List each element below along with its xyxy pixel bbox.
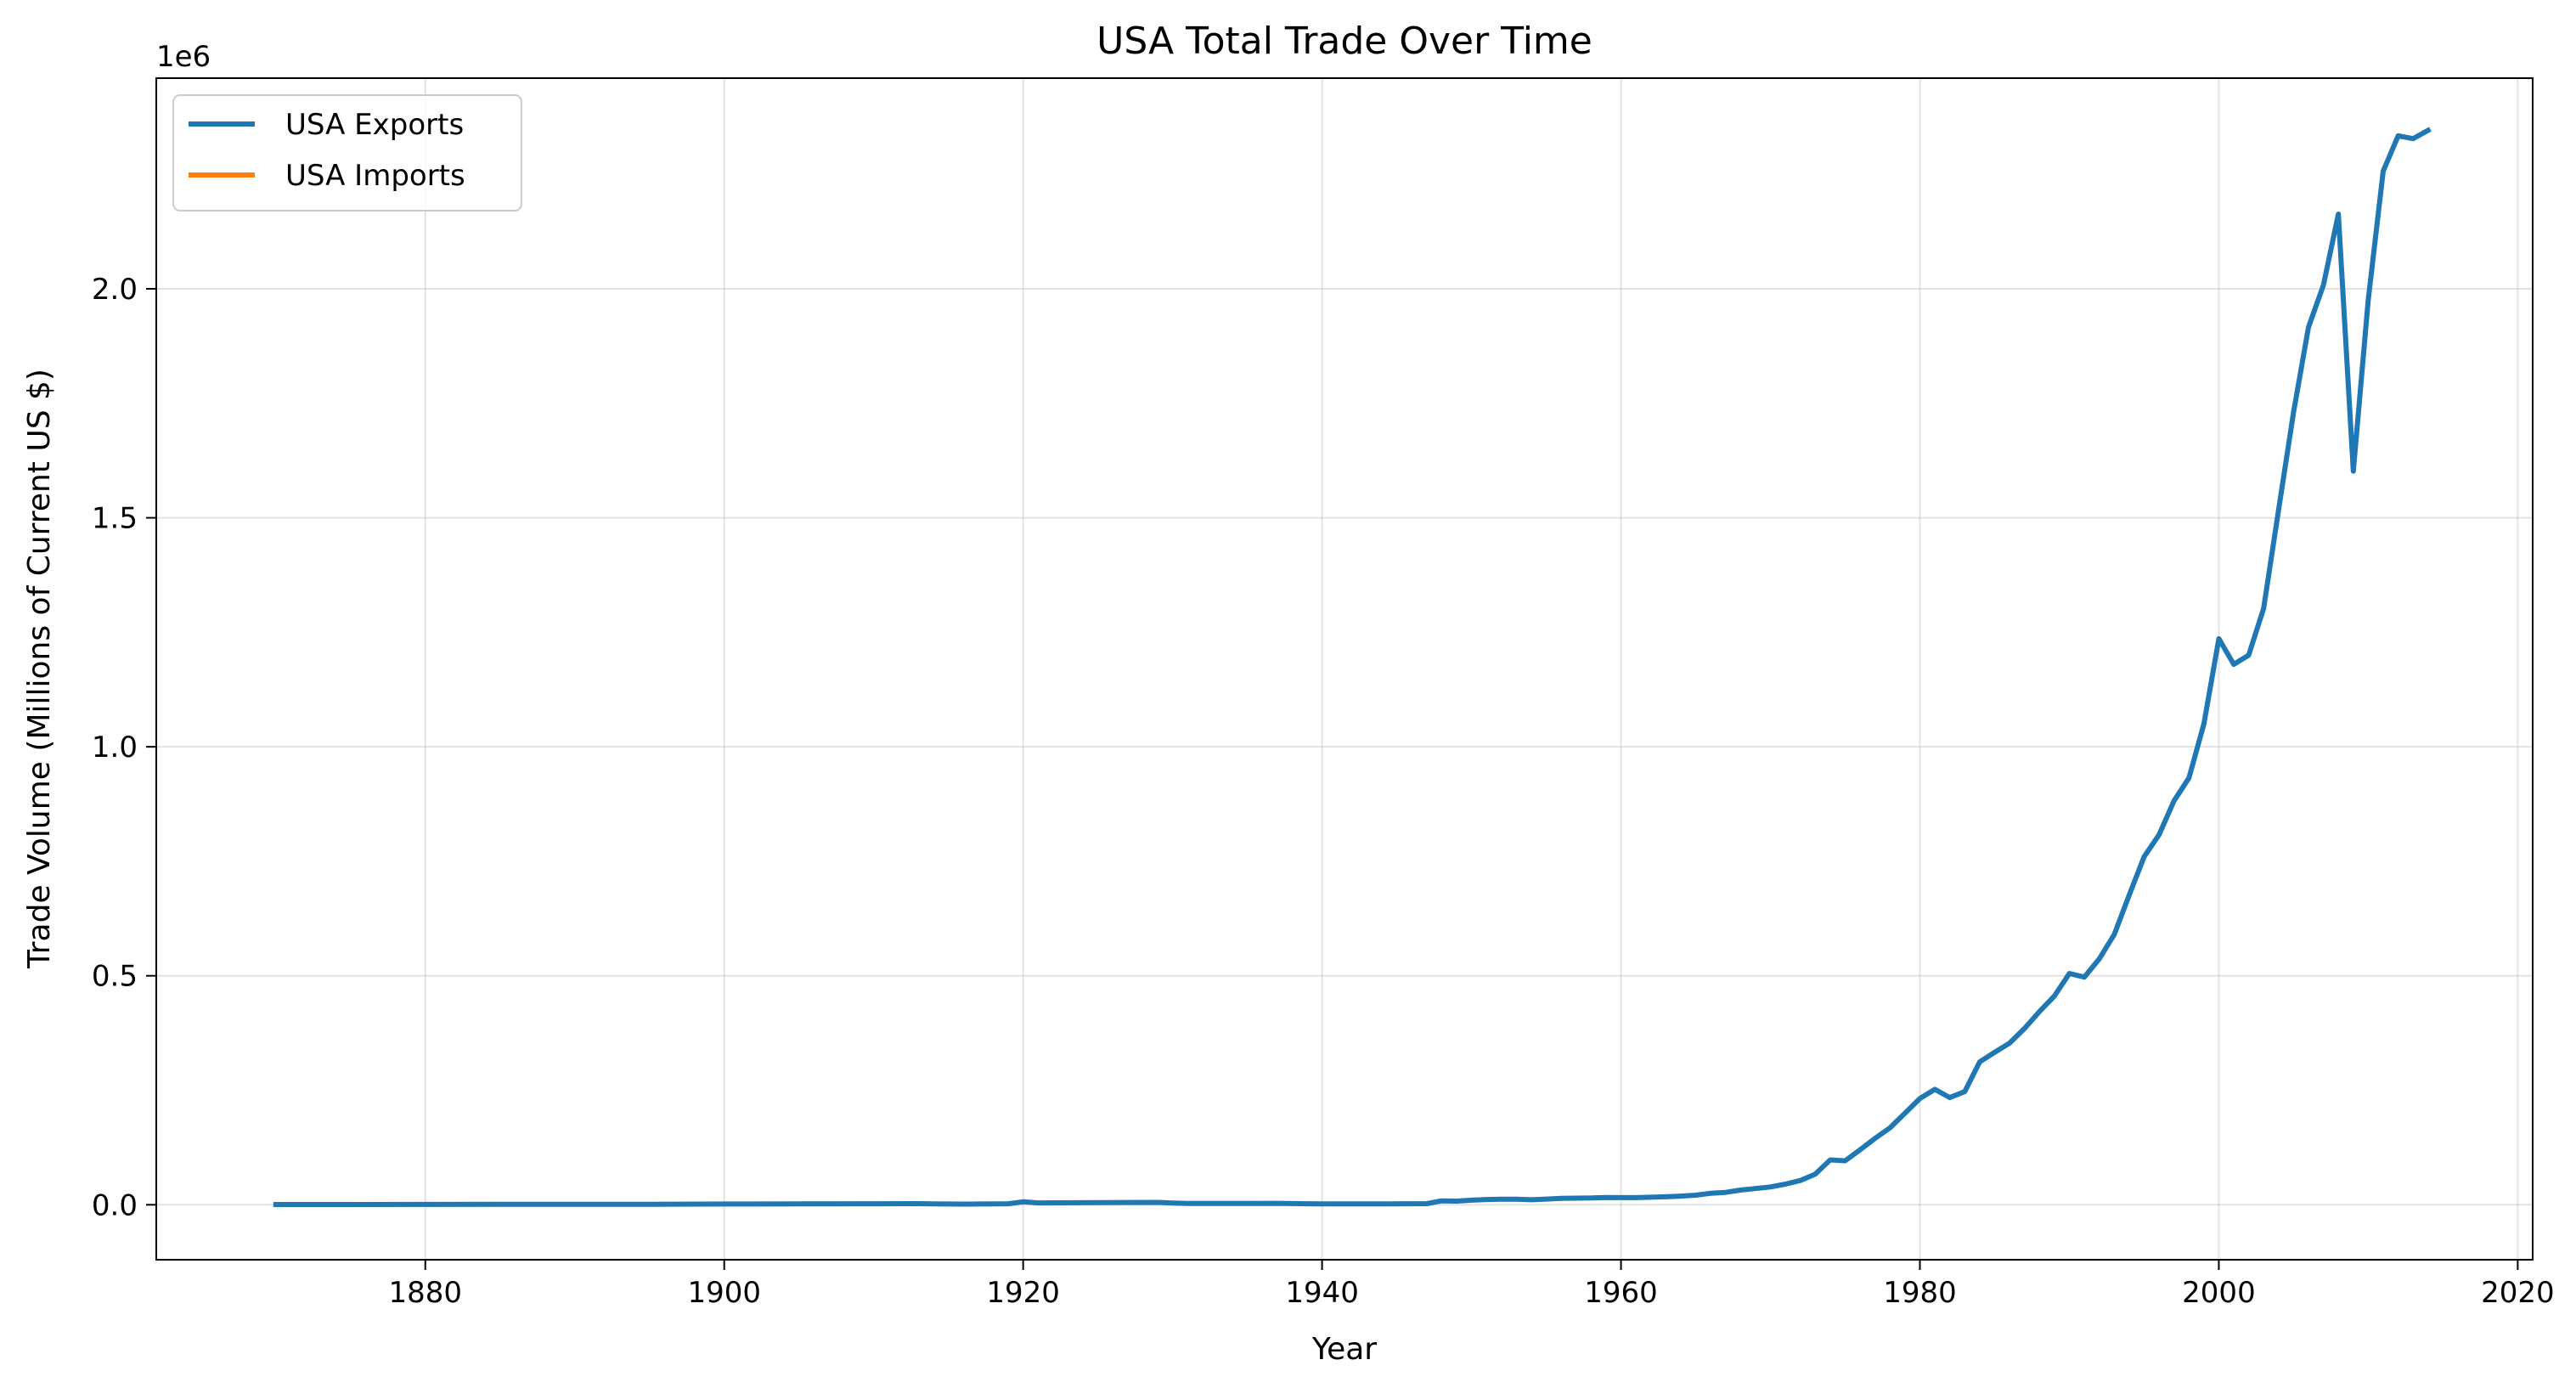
series-layer (273, 127, 2432, 1207)
y-offset-label: 1e6 (156, 40, 211, 74)
x-tick-label: 2000 (2182, 1276, 2256, 1310)
y-tick-label: 1.0 (92, 731, 138, 765)
x-tick-label: 2020 (2481, 1276, 2555, 1310)
y-tick-label: 0.0 (92, 1188, 138, 1222)
y-tick-label: 2.0 (92, 273, 138, 307)
y-tick-label: 0.5 (92, 960, 138, 994)
legend: USA Exports USA Imports (172, 94, 522, 212)
x-tick-label: 1900 (687, 1276, 761, 1310)
x-tick-label: 1940 (1285, 1276, 1359, 1310)
x-tick-label: 1920 (986, 1276, 1060, 1310)
legend-box (172, 94, 522, 212)
plot-area (156, 78, 2533, 1260)
x-axis-label: Year (1311, 1332, 1377, 1367)
y-tick-label: 1.5 (92, 502, 138, 536)
x-axis: 1880 1900 1920 1940 1960 1980 2000 2020 (388, 1260, 2555, 1310)
legend-label-exports: USA Exports (285, 108, 464, 142)
legend-label-imports: USA Imports (285, 159, 465, 193)
x-tick-label: 1880 (388, 1276, 462, 1310)
x-tick-label: 1960 (1584, 1276, 1658, 1310)
plot-frame (155, 77, 2534, 1261)
y-axis: 0.0 0.5 1.0 1.5 2.0 (92, 273, 156, 1222)
x-tick-label: 1980 (1883, 1276, 1957, 1310)
series-line-usa-exports (273, 127, 2432, 1207)
chart-title: USA Total Trade Over Time (1096, 20, 1592, 63)
y-axis-label: Trade Volume (Millions of Current US $) (22, 369, 57, 969)
